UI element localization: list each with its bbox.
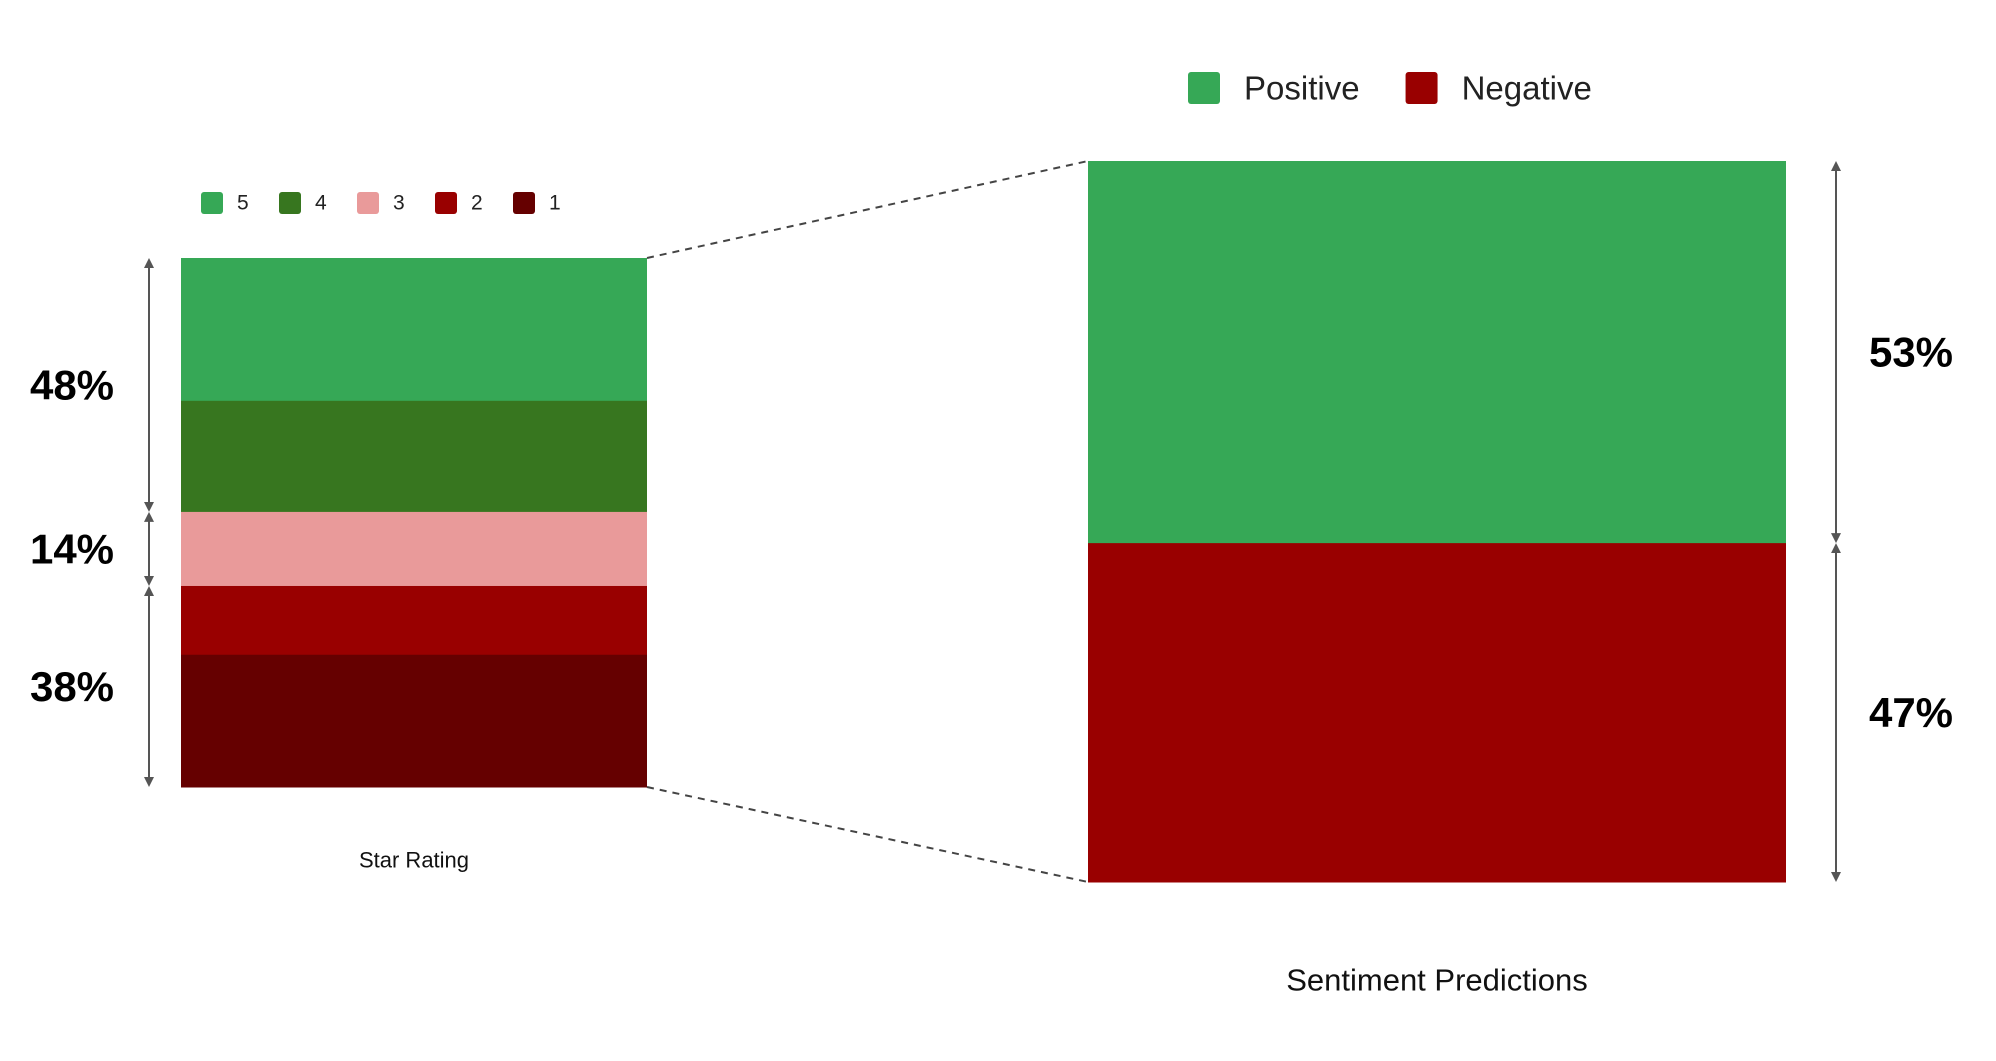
star-legend-item: 4	[279, 192, 327, 215]
sentiment-group-label: 53%	[1869, 329, 1953, 376]
sentiment-legend-swatch	[1188, 72, 1220, 104]
sentiment-segment-positive	[1088, 161, 1786, 544]
star-legend-label: 3	[393, 192, 405, 215]
star-legend: 5 4 3 2 1	[201, 192, 561, 215]
star-segment-2	[181, 585, 647, 656]
star-segment-5	[181, 258, 647, 402]
star-group-label: 14%	[30, 525, 114, 572]
sentiment-group-label: 47%	[1869, 689, 1953, 736]
sentiment-segment-negative	[1088, 543, 1786, 883]
star-legend-item: 1	[513, 192, 561, 215]
star-segment-1	[181, 654, 647, 788]
star-legend-item: 2	[435, 192, 483, 215]
star-segment-4	[181, 400, 647, 513]
sentiment-legend-item: Negative	[1405, 70, 1592, 107]
star-legend-label: 2	[471, 192, 483, 215]
star-legend-label: 4	[315, 192, 327, 215]
sentiment-legend-item: Positive	[1188, 70, 1360, 107]
sentiment-legend-swatch	[1405, 72, 1438, 104]
sentiment-legend-label: Positive	[1244, 70, 1360, 107]
star-legend-swatch	[513, 192, 535, 214]
star-legend-label: 5	[237, 192, 249, 215]
connector-line-bottom	[646, 786, 1089, 883]
sentiment-legend: Positive Negative	[1188, 70, 1592, 107]
star-legend-swatch	[435, 192, 457, 214]
star-legend-item: 3	[357, 192, 405, 215]
star-legend-label: 1	[549, 192, 561, 215]
sentiment-legend-label: Negative	[1462, 70, 1592, 107]
star-legend-swatch	[357, 192, 379, 214]
star-segment-3	[181, 511, 647, 587]
star-legend-swatch	[279, 192, 301, 214]
star-xlabel: Star Rating	[359, 848, 469, 873]
connector-line-top	[646, 160, 1089, 259]
star-legend-item: 5	[201, 192, 249, 215]
sentiment-xlabel: Sentiment Predictions	[1286, 963, 1588, 998]
star-group-label: 48%	[30, 361, 114, 408]
star-legend-swatch	[201, 192, 223, 214]
star-group-label: 38%	[30, 663, 114, 710]
